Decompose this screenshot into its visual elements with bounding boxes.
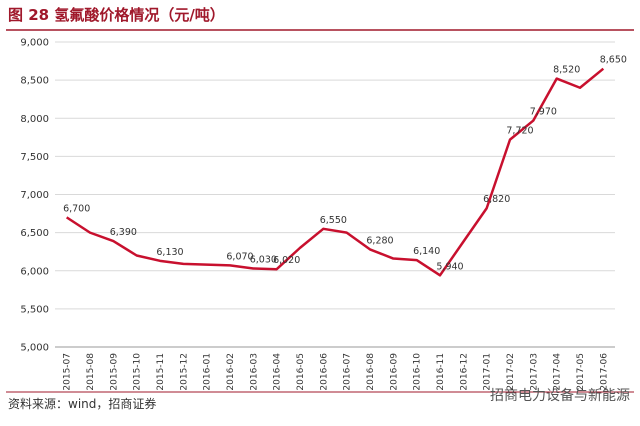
source: 资料来源：wind，招商证券 xyxy=(8,396,156,411)
watermark: 招商电力设备与新能源 xyxy=(490,387,630,404)
chart-title: 图 28 氢氟酸价格情况（元/吨） xyxy=(8,6,225,24)
y-tick-label: 6,000 xyxy=(20,266,49,277)
series-line xyxy=(65,67,605,277)
x-tick-label: 2017-01 xyxy=(483,353,493,391)
y-tick-label: 5,000 xyxy=(20,343,49,354)
x-tick-label: 2016-03 xyxy=(249,353,259,391)
data-label: 6,030 xyxy=(250,254,277,265)
x-tick-label: 2016-07 xyxy=(343,353,353,391)
data-label: 6,070 xyxy=(226,251,253,262)
data-label: 6,130 xyxy=(156,247,183,258)
data-label: 8,650 xyxy=(600,55,627,66)
x-tick-label: 2015-07 xyxy=(63,353,73,391)
x-tick-label: 2017-03 xyxy=(529,353,539,391)
x-tick-label: 2017-05 xyxy=(576,353,586,391)
y-tick-label: 7,000 xyxy=(20,190,49,201)
x-tick-label: 2016-01 xyxy=(203,353,213,391)
x-tick-label: 2016-08 xyxy=(366,353,376,391)
data-label: 6,020 xyxy=(273,255,300,266)
x-tick-label: 2016-12 xyxy=(459,353,469,391)
x-tick-label: 2015-10 xyxy=(133,353,143,391)
x-tick-label: 2016-06 xyxy=(319,353,329,391)
x-tick-label: 2016-05 xyxy=(296,353,306,391)
y-tick-label: 7,500 xyxy=(20,152,49,163)
y-tick-label: 8,000 xyxy=(20,114,49,125)
data-label: 7,970 xyxy=(530,107,557,118)
x-tick-label: 2016-09 xyxy=(389,353,399,391)
data-label: 6,550 xyxy=(320,215,347,226)
data-label: 5,940 xyxy=(436,261,463,272)
y-tick-label: 9,000 xyxy=(20,38,49,49)
y-tick-label: 8,500 xyxy=(20,76,49,87)
x-tick-label: 2016-04 xyxy=(273,353,283,391)
x-tick-label: 2017-06 xyxy=(599,353,609,391)
data-label: 6,140 xyxy=(413,246,440,257)
x-tick-label: 2017-04 xyxy=(553,353,563,391)
x-tick-label: 2015-12 xyxy=(179,353,189,391)
x-tick-label: 2016-10 xyxy=(413,353,423,391)
data-label: 8,520 xyxy=(553,65,580,76)
y-tick-label: 5,500 xyxy=(20,304,49,315)
data-label: 6,820 xyxy=(483,194,510,205)
x-tick-label: 2015-09 xyxy=(109,353,119,391)
data-label: 6,280 xyxy=(366,235,393,246)
x-tick-label: 2016-11 xyxy=(436,353,446,391)
x-tick-label: 2015-08 xyxy=(86,353,96,391)
data-label: 6,390 xyxy=(110,227,137,238)
x-tick-label: 2017-02 xyxy=(506,353,516,391)
data-label: 6,700 xyxy=(63,203,90,214)
x-tick-label: 2016-02 xyxy=(226,353,236,391)
data-label: 7,720 xyxy=(506,126,533,137)
x-tick-label: 2015-11 xyxy=(156,353,166,391)
y-tick-label: 6,500 xyxy=(20,228,49,239)
